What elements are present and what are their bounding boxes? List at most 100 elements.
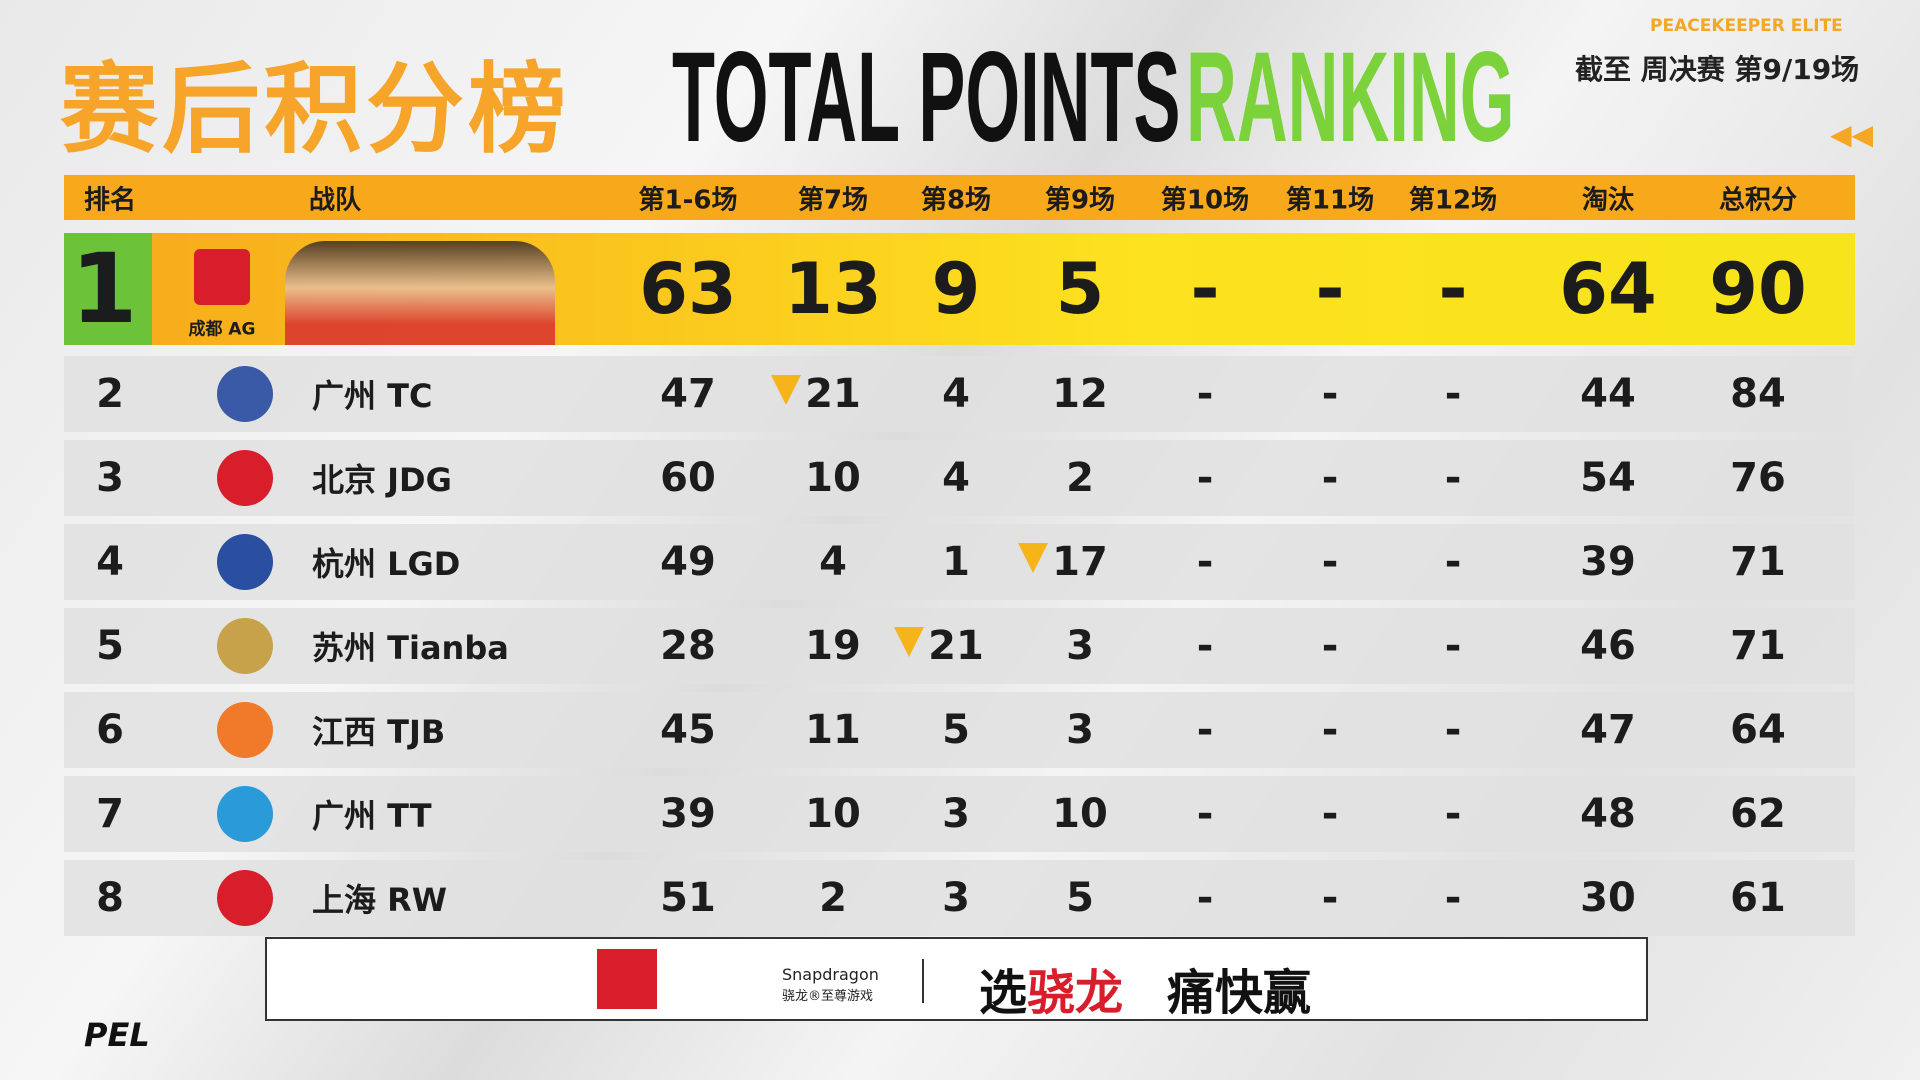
score: - — [1196, 623, 1214, 669]
team-logo — [217, 786, 273, 842]
rank: 5 — [96, 623, 124, 669]
score: - — [1190, 248, 1220, 330]
score: 4 — [819, 539, 847, 585]
row — [64, 860, 1855, 936]
score: - — [1321, 371, 1339, 417]
score: 45 — [660, 707, 716, 753]
score: 90 — [1709, 248, 1807, 330]
sponsor-chip — [597, 949, 657, 1009]
score: 3 — [942, 875, 970, 921]
score: 4 — [942, 455, 970, 501]
score: 39 — [660, 791, 716, 837]
team-name: 江西 TJB — [312, 713, 446, 751]
title-cn: 赛后积分榜 — [60, 53, 571, 167]
score: - — [1444, 875, 1462, 921]
score: 47 — [1580, 707, 1636, 753]
rank: 6 — [96, 707, 124, 753]
title-en-accent: RANKING — [1186, 26, 1515, 169]
score: - — [1321, 875, 1339, 921]
team-logo — [217, 702, 273, 758]
sponsor-brand: Snapdragon — [782, 965, 879, 984]
team-photo — [285, 241, 555, 345]
score: - — [1196, 371, 1214, 417]
score: 10 — [1052, 791, 1108, 837]
score: - — [1196, 539, 1214, 585]
score: 1 — [942, 539, 970, 585]
score: - — [1196, 707, 1214, 753]
score: - — [1315, 248, 1345, 330]
score: - — [1321, 707, 1339, 753]
score: 9 — [931, 248, 981, 330]
row — [64, 524, 1855, 600]
sponsor-banner: Snapdragon 骁龙®至尊游戏 选骁龙 痛快赢 — [265, 937, 1648, 1021]
score: 21 — [805, 371, 861, 417]
score: 39 — [1580, 539, 1636, 585]
score: 21 — [928, 623, 984, 669]
score: - — [1321, 455, 1339, 501]
score: 71 — [1730, 623, 1786, 669]
win-icon — [1018, 543, 1048, 573]
league-logo: PEL — [84, 1016, 150, 1054]
score: 51 — [660, 875, 716, 921]
team-logo — [217, 534, 273, 590]
score: 63 — [639, 248, 737, 330]
score: 76 — [1730, 455, 1786, 501]
score: 5 — [942, 707, 970, 753]
score: 46 — [1580, 623, 1636, 669]
score: 10 — [805, 455, 861, 501]
score: - — [1196, 791, 1214, 837]
score: 84 — [1730, 371, 1786, 417]
score: 2 — [819, 875, 847, 921]
score: 44 — [1580, 371, 1636, 417]
slogan-part: 骁龙 — [1027, 965, 1124, 1021]
slogan-part: 痛快赢 — [1167, 965, 1312, 1021]
score: - — [1444, 371, 1462, 417]
team-name: 苏州 Tianba — [312, 629, 509, 667]
score: 71 — [1730, 539, 1786, 585]
rank: 2 — [96, 371, 124, 417]
column-header: 第8场 — [920, 185, 992, 216]
score: - — [1444, 707, 1462, 753]
column-header: 战队 — [308, 185, 362, 216]
column-header: 第12场 — [1408, 185, 1498, 216]
score: 64 — [1730, 707, 1786, 753]
score: 3 — [1066, 623, 1094, 669]
team-name: 上海 RW — [312, 881, 448, 919]
column-header: 排名 — [83, 185, 137, 216]
score: - — [1444, 623, 1462, 669]
header-bar — [64, 175, 1855, 220]
score: - — [1444, 539, 1462, 585]
sponsor-sub: 骁龙®至尊游戏 — [782, 989, 874, 1004]
column-header: 第11场 — [1285, 185, 1375, 216]
score: 3 — [942, 791, 970, 837]
team-name: 北京 JDG — [312, 461, 452, 499]
column-header: 第9场 — [1044, 185, 1116, 216]
score: - — [1444, 455, 1462, 501]
rank: 3 — [96, 455, 124, 501]
score: - — [1196, 455, 1214, 501]
score: 2 — [1066, 455, 1094, 501]
team-logo — [194, 249, 250, 305]
team-logo — [217, 450, 273, 506]
row — [64, 776, 1855, 852]
score: 30 — [1580, 875, 1636, 921]
status: 截至 周决赛 第9/19场 — [1575, 53, 1860, 86]
score: 47 — [660, 371, 716, 417]
team-name: 广州 TT — [312, 797, 432, 835]
slogan-part: 选 — [979, 965, 1028, 1021]
arrows: ◀◀ — [1830, 118, 1874, 151]
column-header: 第10场 — [1160, 185, 1250, 216]
rank-badge — [64, 233, 152, 345]
brand: PEACEKEEPER ELITE — [1650, 16, 1843, 36]
rank: 7 — [96, 791, 124, 837]
score: 13 — [784, 248, 882, 330]
row — [64, 356, 1855, 432]
score: 28 — [660, 623, 716, 669]
divider — [922, 959, 924, 1003]
score: 4 — [942, 371, 970, 417]
row — [64, 608, 1855, 684]
rank: 8 — [96, 875, 124, 921]
row — [64, 692, 1855, 768]
score: 49 — [660, 539, 716, 585]
score: - — [1321, 623, 1339, 669]
